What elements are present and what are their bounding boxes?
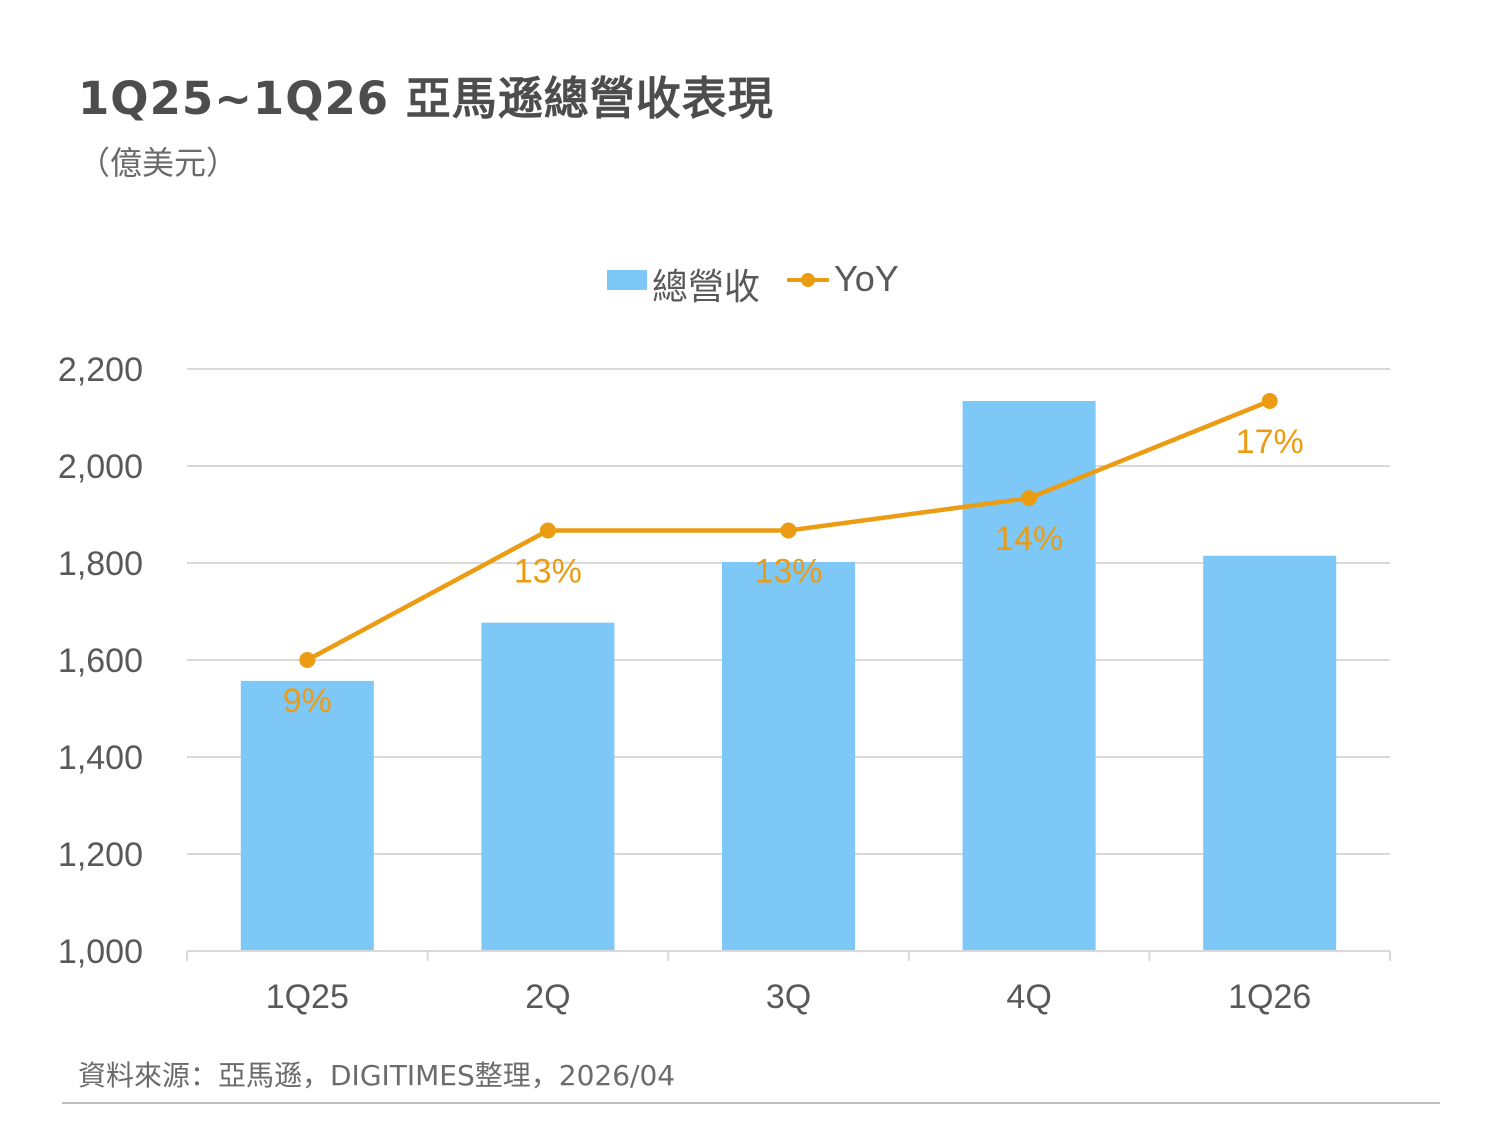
bar-1Q25 — [240, 680, 374, 951]
legend-line-label: YoY — [834, 258, 899, 299]
yoy-point-1Q26 — [1261, 393, 1278, 409]
bar-2Q — [481, 622, 615, 951]
unit-label: （億美元） — [78, 144, 239, 182]
y-tick-label: 1,800 — [58, 545, 143, 583]
source-note: 資料來源：亞馬遜，DIGITIMES整理，2026/04 — [78, 1059, 676, 1092]
legend-line-marker — [801, 273, 815, 287]
yoy-point-3Q — [780, 522, 797, 539]
yoy-data-label: 17% — [1236, 423, 1304, 461]
y-tick-label: 2,000 — [58, 448, 143, 486]
chart-title: 1Q25~1Q26 亞馬遜總營收表現 — [78, 72, 774, 125]
x-tick-label: 2Q — [525, 978, 570, 1016]
legend: 總營收 YoY — [607, 258, 899, 308]
y-tick-label: 1,600 — [58, 642, 143, 680]
bottom-divider — [62, 1102, 1440, 1104]
y-tick-label: 1,000 — [58, 933, 143, 971]
yoy-point-4Q — [1021, 490, 1038, 507]
yoy-data-label: 14% — [995, 520, 1063, 558]
bar-1Q26 — [1203, 555, 1337, 951]
yoy-data-label: 9% — [283, 682, 332, 720]
yoy-series: 9% 13% 13% 14% 17% — [283, 393, 1304, 720]
y-tick-label: 1,200 — [58, 836, 143, 874]
y-tick-label: 2,200 — [58, 351, 143, 389]
yoy-data-label: 13% — [514, 553, 582, 591]
x-tick-label: 1Q25 — [266, 978, 349, 1016]
x-axis: 1Q25 2Q 3Q 4Q 1Q26 — [186, 950, 1391, 1016]
bars — [240, 401, 1337, 951]
bar-4Q — [962, 401, 1096, 951]
x-tick-label: 3Q — [766, 978, 811, 1016]
yoy-point-1Q25 — [299, 652, 316, 668]
legend-bar-label: 總營收 — [652, 267, 760, 308]
y-tick-label: 1,400 — [58, 739, 143, 777]
x-tick-label: 4Q — [1006, 978, 1051, 1016]
x-tick-label: 1Q26 — [1228, 978, 1311, 1016]
bar-3Q — [722, 562, 855, 951]
legend-bar-swatch — [607, 270, 647, 290]
y-axis-ticks: 1,000 1,200 1,400 1,600 1,800 2,000 2,200 — [58, 351, 143, 971]
yoy-point-2Q — [539, 522, 556, 539]
yoy-data-label: 13% — [754, 553, 822, 591]
